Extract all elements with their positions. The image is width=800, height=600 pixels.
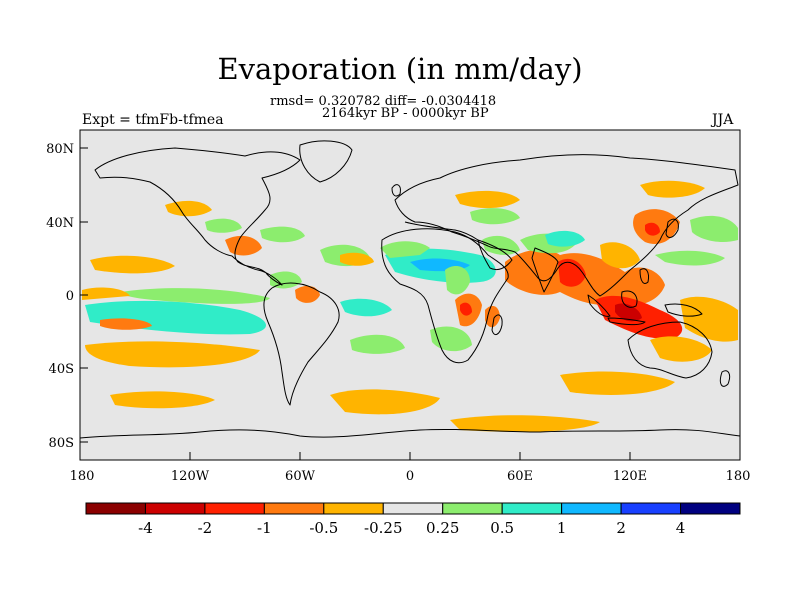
patch-south-pacific-orange bbox=[85, 341, 260, 368]
coast-antarctica bbox=[79, 428, 741, 439]
patch-north-pacific-green bbox=[655, 250, 725, 266]
colorbar-label: -2 bbox=[198, 519, 213, 537]
lon-ticks bbox=[189, 452, 631, 460]
lat-label-40s: 40S bbox=[49, 362, 74, 377]
coast-south-america bbox=[263, 282, 340, 406]
colorbar-box bbox=[561, 502, 622, 515]
patch-s-atlantic-green bbox=[350, 334, 405, 354]
coast-greenland bbox=[299, 140, 353, 183]
colorbar-label: -1 bbox=[257, 519, 272, 537]
colorbar-box bbox=[382, 502, 444, 515]
patch-antarctic-orange bbox=[450, 415, 600, 432]
colorbar-box bbox=[680, 502, 741, 515]
lat-label-40n: 40N bbox=[46, 216, 74, 231]
patch-europe-orange bbox=[455, 190, 520, 209]
coast-australia bbox=[627, 321, 713, 379]
colorbar-box bbox=[442, 502, 503, 515]
patch-s-ocean-indian bbox=[560, 371, 675, 395]
patch-siberia-green bbox=[470, 208, 520, 225]
patch-mid-atlantic-orange bbox=[340, 252, 374, 266]
colorbar-labels: -4 -2 -1 -0.5 -0.25 0.25 0.5 1 2 4 bbox=[138, 519, 685, 537]
patch-mongolia-green bbox=[545, 230, 585, 247]
patch-atlantic-green-n bbox=[260, 226, 305, 243]
lat-label-80s: 80S bbox=[49, 436, 74, 451]
coast-new-guinea bbox=[664, 303, 703, 317]
colorbar-box bbox=[204, 502, 265, 515]
lat-ticks bbox=[80, 147, 88, 443]
colorbar-label: -4 bbox=[138, 519, 153, 537]
patch-sahel-green bbox=[380, 241, 430, 258]
coast-java bbox=[607, 317, 646, 326]
lat-label-80n: 80N bbox=[46, 142, 74, 157]
colorbar-label: 2 bbox=[616, 519, 626, 537]
lat-labels: 80N 40N 0 40S 80S bbox=[46, 142, 74, 451]
patch-amazon-neg bbox=[295, 285, 320, 303]
coast-mediterranean bbox=[404, 221, 479, 241]
coast-philippines bbox=[639, 268, 649, 284]
coast-new-zealand bbox=[719, 370, 731, 387]
patch-south-pacific-band bbox=[110, 391, 215, 409]
colorbar-box bbox=[501, 502, 563, 515]
patch-maritime-strong bbox=[615, 303, 642, 322]
lon-label-60e: 60E bbox=[507, 469, 533, 484]
colorbar-box bbox=[85, 502, 146, 515]
colorbar-label: 0.5 bbox=[490, 519, 514, 537]
patch-east-asia-strong bbox=[645, 222, 660, 236]
coast-eurasia bbox=[394, 154, 739, 297]
period-subtitle: 2164kyr BP - 0000kyr BP bbox=[322, 106, 489, 121]
patch-bay-bengal-strong bbox=[558, 258, 586, 287]
patch-gulf-mexico-neg bbox=[225, 235, 262, 256]
patch-pacific-orange-n bbox=[90, 255, 175, 274]
coast-madagascar bbox=[491, 314, 503, 336]
coast-india bbox=[531, 247, 559, 293]
season-label: JJA bbox=[712, 112, 734, 128]
coast-arabia bbox=[477, 239, 513, 271]
colorbar-label: 4 bbox=[676, 519, 686, 537]
colorbar-box bbox=[620, 502, 682, 515]
patch-southeast-asia-orange bbox=[600, 242, 640, 269]
experiment-label: Expt = tfmFb-tfmea bbox=[82, 112, 224, 128]
colorbar-box bbox=[323, 502, 384, 515]
map-title: Evaporation (in mm/day) bbox=[217, 52, 583, 86]
colorbar-label: -0.5 bbox=[309, 519, 338, 537]
coast-japan bbox=[665, 218, 679, 238]
colorbar-boxes bbox=[85, 502, 741, 515]
lon-label-0: 0 bbox=[406, 469, 414, 484]
patch-pacific-strong-s bbox=[100, 318, 152, 330]
lon-label-60w: 60W bbox=[285, 469, 316, 484]
patch-canada-green bbox=[205, 218, 242, 233]
lon-label-180e: 180 bbox=[726, 469, 751, 484]
coastlines bbox=[79, 140, 741, 439]
patch-pacific-orange-eq bbox=[82, 287, 130, 300]
patch-australia-neg bbox=[650, 336, 712, 362]
lon-label-120w: 120W bbox=[171, 469, 210, 484]
lon-labels: 180 120W 60W 0 60E 120E 180 bbox=[70, 469, 751, 484]
colorbar-label: 0.25 bbox=[426, 519, 459, 537]
patch-south-atlantic-orange bbox=[330, 389, 440, 415]
coast-british-isles bbox=[391, 184, 401, 197]
patch-east-africa-strong bbox=[460, 302, 472, 316]
patch-west-pacific-green bbox=[690, 215, 738, 243]
stats-subtitle: rmsd= 0.320782 diff= -0.0304418 bbox=[270, 94, 497, 109]
colorbar-label: -0.25 bbox=[364, 519, 402, 537]
coast-borneo bbox=[621, 290, 638, 308]
colorbar-box bbox=[263, 502, 325, 515]
patch-east-africa-green bbox=[445, 266, 470, 295]
colorbar-box bbox=[144, 502, 206, 515]
patch-east-pacific-green bbox=[120, 288, 270, 304]
patch-caribbean-green bbox=[270, 271, 302, 289]
patch-nw-pacific-orange bbox=[640, 180, 705, 198]
patch-equatorial-atlantic-cyan bbox=[340, 298, 392, 317]
colorbar-label: 1 bbox=[557, 519, 567, 537]
coast-north-america bbox=[94, 147, 301, 286]
lon-label-120e: 120E bbox=[613, 469, 647, 484]
coast-sumatra bbox=[587, 294, 611, 317]
lat-label-eq: 0 bbox=[66, 289, 74, 304]
lon-label-180w: 180 bbox=[70, 469, 95, 484]
